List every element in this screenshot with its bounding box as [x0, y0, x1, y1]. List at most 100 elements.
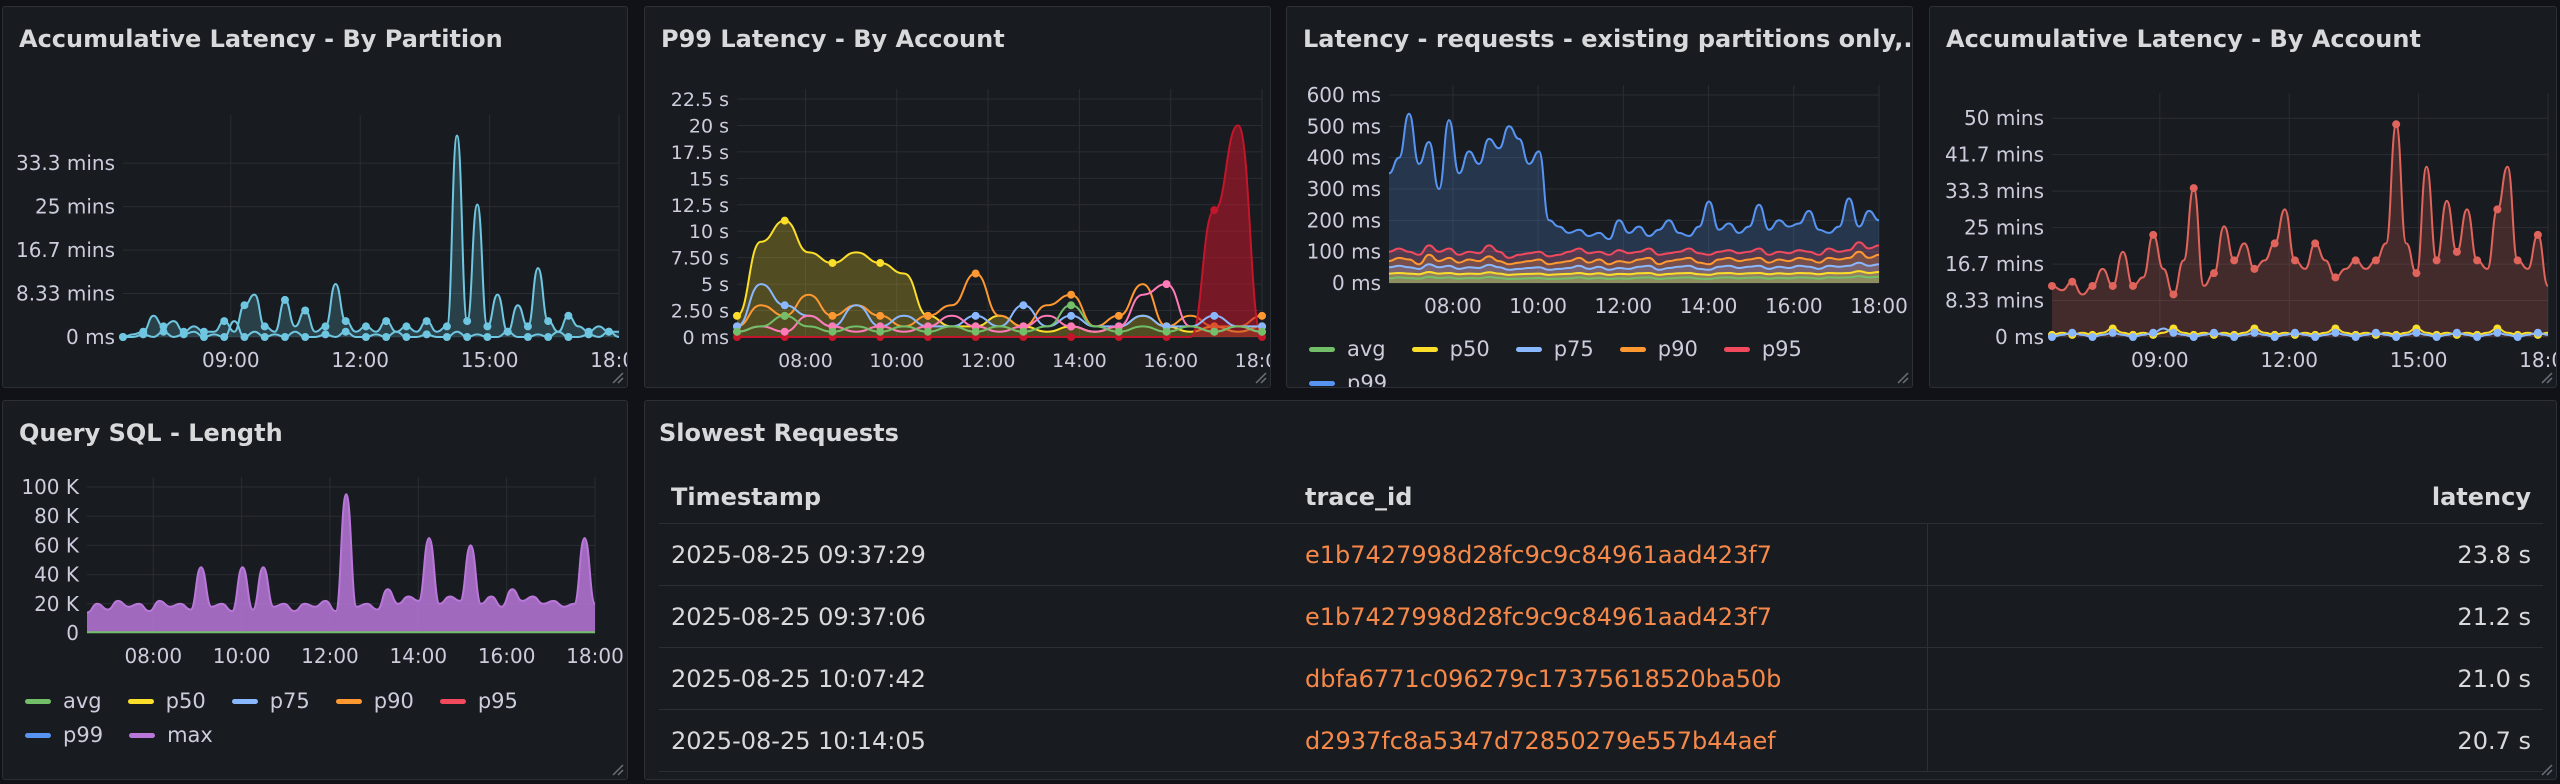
- y-tick-label: 0 ms: [1995, 325, 2044, 349]
- legend-item-p90[interactable]: p90: [1619, 337, 1698, 361]
- data-point: [2048, 281, 2056, 290]
- chart-latency-requests: 0 ms 100 ms 200 ms 300 ms 400 ms 500 ms 600 ms…: [1307, 83, 1908, 318]
- data-point: [2149, 328, 2158, 337]
- data-point: [2533, 230, 2542, 239]
- data-point: [341, 327, 350, 336]
- column-header-trace-id[interactable]: trace_id: [1293, 471, 1927, 524]
- cell-trace-id[interactable]: e1b7427998d28fc9c9c84961aad423f7: [1293, 585, 1928, 648]
- data-point: [2230, 256, 2239, 265]
- legend-label: p95: [477, 689, 518, 713]
- y-tick-label: 7.50 s: [671, 248, 729, 270]
- cell-trace-id[interactable]: e1b7427998d28fc9c9c84961aad423f7: [1293, 523, 1928, 586]
- x-tick-label: 15:00: [461, 348, 519, 372]
- table-row[interactable]: 2025-08-25 10:14:05 d2937fc8a5347d7285027…: [659, 709, 2543, 772]
- data-point: [301, 333, 310, 341]
- data-point: [2311, 333, 2320, 341]
- legend-item-p95[interactable]: p95: [439, 689, 518, 713]
- table-row[interactable]: 2025-08-25 10:07:42 dbfa6771c096279c17375…: [659, 647, 2543, 710]
- series-area-0: [737, 220, 1262, 337]
- x-tick-label: 10:00: [1509, 294, 1567, 318]
- data-point: [971, 311, 980, 320]
- resize-handle-icon[interactable]: [610, 370, 624, 384]
- panel-accumulative-latency-by-partition[interactable]: Accumulative Latency - By Partition 0 ms…: [2, 6, 628, 388]
- data-point: [2250, 328, 2259, 337]
- legend-swatch: [1309, 346, 1335, 352]
- series-line-0: [2051, 123, 2549, 296]
- data-point: [1019, 327, 1028, 336]
- y-tick-label: 10 s: [689, 221, 729, 243]
- data-point: [361, 322, 370, 331]
- panel-title[interactable]: Slowest Requests: [659, 419, 899, 447]
- data-point: [2513, 333, 2522, 341]
- legend-item-avg[interactable]: avg: [1309, 337, 1386, 361]
- legend-label: p90: [1657, 337, 1698, 361]
- legend-item-p75[interactable]: p75: [1515, 337, 1594, 361]
- data-point: [1258, 311, 1266, 320]
- y-tick-label: 8.33 mins: [16, 282, 115, 306]
- legend-item-p99[interactable]: p99: [1309, 371, 1387, 387]
- data-point: [1114, 311, 1123, 320]
- legend-item-max[interactable]: max: [129, 723, 213, 747]
- panel-title[interactable]: Latency - requests - existing partitions…: [1303, 25, 1913, 53]
- panel-accumulative-latency-by-account[interactable]: Accumulative Latency - By Account 0 ms 8.…: [1929, 6, 2557, 388]
- resize-handle-icon[interactable]: [2539, 370, 2553, 384]
- legend-swatch: [1515, 346, 1542, 352]
- data-point: [361, 333, 370, 341]
- y-tick-label: 22.5 s: [671, 89, 729, 111]
- y-tick-label: 33.3 mins: [1945, 179, 2044, 203]
- panel-p99-latency-by-account[interactable]: P99 Latency - By Account 0 ms 2.50 s 5 s 7.…: [644, 6, 1271, 388]
- y-tick-label: 2.50 s: [671, 301, 729, 323]
- x-tick-label: 12:00: [1595, 294, 1653, 318]
- legend-item-p50[interactable]: p50: [1411, 337, 1490, 361]
- resize-handle-icon[interactable]: [1253, 370, 1267, 384]
- y-tick-label: 100 K: [21, 475, 80, 499]
- cell-trace-id[interactable]: d2937fc8a5347d72850279e557b44aef: [1293, 709, 1928, 772]
- resize-handle-icon[interactable]: [610, 762, 624, 776]
- column-header-latency[interactable]: latency: [1927, 471, 2543, 524]
- panel-latency-requests[interactable]: Latency - requests - existing partitions…: [1286, 6, 1913, 388]
- y-tick-label: 0 ms: [682, 327, 729, 349]
- data-point: [1067, 301, 1076, 310]
- data-point: [2290, 256, 2299, 265]
- data-point: [2432, 333, 2441, 341]
- table-row[interactable]: 2025-08-25 09:37:06 e1b7427998d28fc9c9c84…: [659, 585, 2543, 648]
- legend-item-p99[interactable]: p99: [25, 723, 103, 747]
- legend-item-avg[interactable]: avg: [25, 689, 102, 713]
- legend-label: p50: [1449, 337, 1490, 361]
- data-point: [220, 333, 229, 341]
- panel-title[interactable]: P99 Latency - By Account: [661, 25, 1005, 53]
- data-point: [1210, 311, 1219, 320]
- column-header-timestamp[interactable]: Timestamp: [659, 471, 1293, 524]
- legend-item-p50[interactable]: p50: [127, 689, 206, 713]
- series-line-5: [736, 304, 1263, 333]
- slowest-requests-table: Timestamp trace_id latency 2025-08-25 09…: [659, 471, 2543, 772]
- legend-label: avg: [1347, 337, 1386, 361]
- data-point: [2108, 328, 2117, 337]
- resize-handle-icon[interactable]: [2539, 762, 2553, 776]
- legend-item-p75[interactable]: p75: [231, 689, 310, 713]
- legend-swatch: [129, 732, 156, 738]
- series-line-p50: [1388, 270, 1880, 276]
- data-point: [604, 327, 613, 336]
- data-point: [139, 330, 148, 339]
- panel-title[interactable]: Query SQL - Length: [19, 419, 283, 447]
- panel-query-sql-length[interactable]: Query SQL - Length 0 20 K 40 K 60 K 80 K 100 …: [2, 400, 628, 780]
- legend-item-p95[interactable]: p95: [1723, 337, 1802, 361]
- data-point: [2128, 281, 2137, 290]
- resize-handle-icon[interactable]: [1895, 370, 1909, 384]
- panel-title[interactable]: Accumulative Latency - By Partition: [19, 25, 503, 53]
- cell-timestamp: 2025-08-25 09:37:06: [659, 585, 1293, 648]
- legend-swatch: [439, 698, 466, 704]
- table-row[interactable]: 2025-08-25 09:37:29 e1b7427998d28fc9c9c84…: [659, 523, 2543, 586]
- series-line-avg: [1388, 275, 1880, 280]
- legend-item-p90[interactable]: p90: [335, 689, 414, 713]
- data-point: [2088, 333, 2097, 341]
- data-point: [923, 311, 932, 320]
- data-point: [2331, 328, 2340, 337]
- panel-title[interactable]: Accumulative Latency - By Account: [1946, 25, 2421, 53]
- cell-trace-id[interactable]: dbfa6771c096279c17375618520ba50b: [1293, 647, 1928, 710]
- data-point: [260, 322, 269, 331]
- series-line-max: [86, 493, 596, 614]
- data-point: [2149, 230, 2158, 239]
- panel-slowest-requests[interactable]: Slowest Requests Timestamp trace_id late…: [644, 400, 2557, 780]
